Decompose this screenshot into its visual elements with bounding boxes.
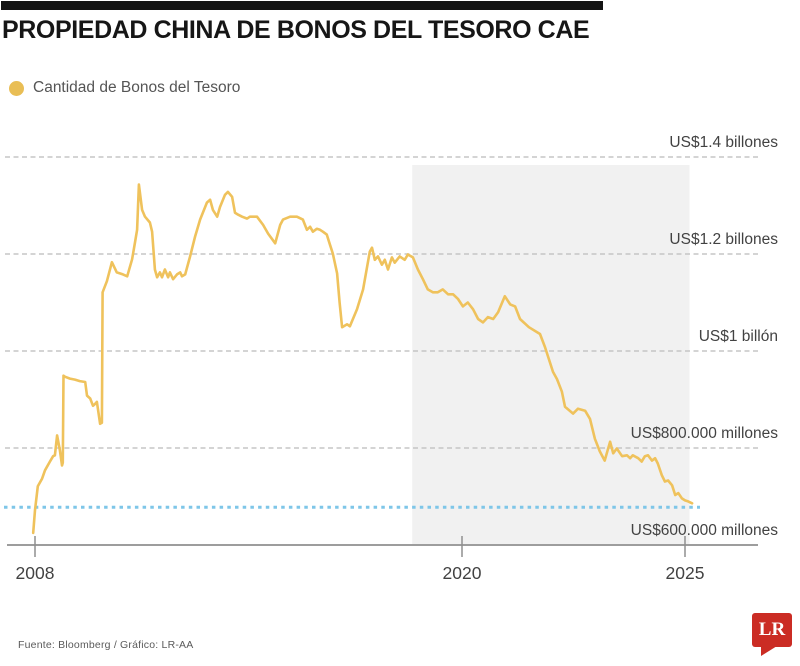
series-line [31,183,694,535]
legend: Cantidad de Bonos del Tesoro [9,79,240,97]
lr-logo: LR [752,613,792,656]
page-title: PROPIEDAD CHINA DE BONOS DEL TESORO CAE [2,16,590,44]
x-axis-label: 2025 [665,563,705,583]
footer-source: Fuente: Bloomberg / Gráfico: LR-AA [18,639,194,651]
y-axis-label: US$1.2 billones [669,231,778,248]
legend-dot-icon [9,80,24,96]
y-axis-label: US$1 billón [698,328,778,345]
y-axis-label: US$800.000 millones [630,425,778,442]
y-axis-label: US$1.4 billones [669,134,778,151]
x-axis-label: 2020 [442,563,482,583]
x-axis-label: 2008 [15,563,55,583]
top-bar [1,1,603,10]
lr-logo-text: LR [758,619,786,640]
legend-label: Cantidad de Bonos del Tesoro [33,79,241,96]
highlight-band [412,165,690,545]
y-axis-label: US$600.000 millones [630,522,778,539]
